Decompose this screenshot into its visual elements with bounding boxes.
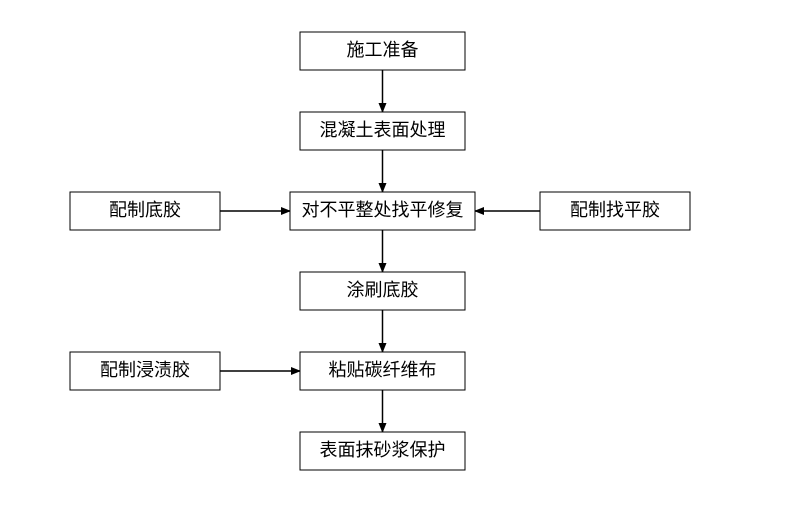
- node-label: 对不平整处找平修复: [302, 200, 464, 220]
- flow-node-s3: 配制浸渍胶: [70, 352, 220, 390]
- flow-node-n1: 施工准备: [300, 32, 465, 70]
- node-label: 配制底胶: [109, 200, 181, 220]
- node-label: 粘贴碳纤维布: [329, 360, 437, 380]
- nodes-layer: 施工准备混凝土表面处理对不平整处找平修复涂刷底胶粘贴碳纤维布表面抹砂浆保护 配制底…: [70, 32, 690, 470]
- flow-node-n2: 混凝土表面处理: [300, 112, 465, 150]
- node-label: 涂刷底胶: [347, 280, 419, 300]
- flow-node-s1: 配制底胶: [70, 192, 220, 230]
- node-label: 配制找平胶: [570, 200, 660, 220]
- node-label: 配制浸渍胶: [100, 360, 190, 380]
- flowchart-canvas: 施工准备混凝土表面处理对不平整处找平修复涂刷底胶粘贴碳纤维布表面抹砂浆保护 配制底…: [0, 0, 800, 530]
- node-label: 混凝土表面处理: [320, 120, 446, 140]
- flow-node-n4: 涂刷底胶: [300, 272, 465, 310]
- node-label: 施工准备: [347, 40, 419, 60]
- node-label: 表面抹砂浆保护: [320, 440, 446, 460]
- flow-node-n5: 粘贴碳纤维布: [300, 352, 465, 390]
- flow-node-n3: 对不平整处找平修复: [290, 192, 475, 230]
- flow-node-s2: 配制找平胶: [540, 192, 690, 230]
- flow-node-n6: 表面抹砂浆保护: [300, 432, 465, 470]
